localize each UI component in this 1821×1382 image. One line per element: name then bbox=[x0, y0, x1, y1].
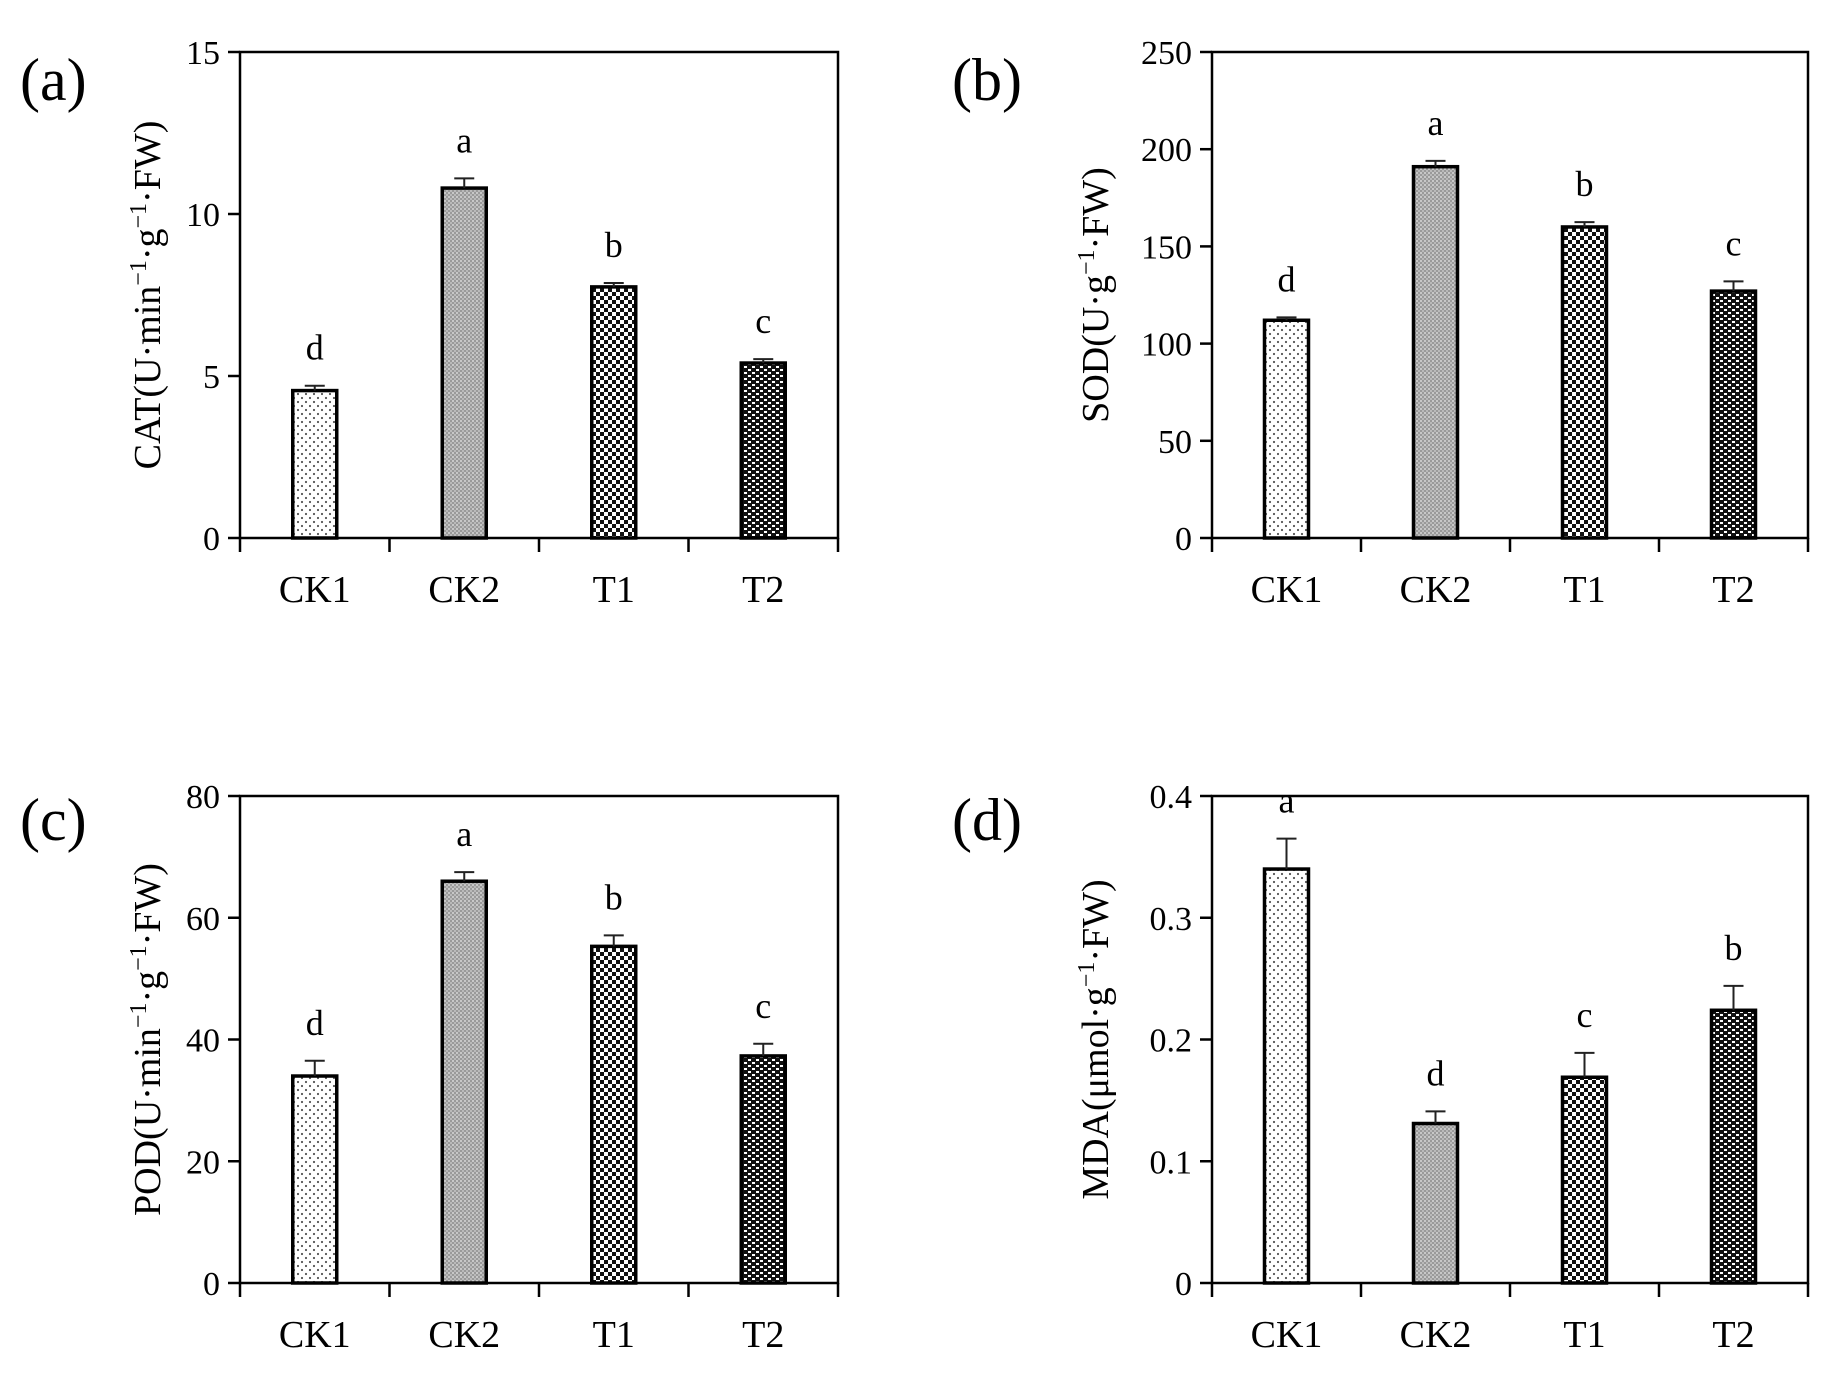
y-axis-title-text: POD(U·min bbox=[127, 1028, 169, 1216]
bar bbox=[1709, 1008, 1758, 1285]
x-category-label: CK2 bbox=[428, 1314, 500, 1356]
y-axis-title-superscript: −1 bbox=[1074, 962, 1100, 988]
bar bbox=[590, 285, 638, 540]
bar bbox=[1262, 318, 1311, 540]
y-axis-title-text: ·FW) bbox=[127, 121, 169, 203]
x-category-label: CK1 bbox=[1251, 1314, 1323, 1356]
panel-a: 051015dCK1aCK2bT1cT2(a)CAT(U·min−1·g−1·F… bbox=[20, 35, 840, 611]
x-category-label: T1 bbox=[593, 1314, 635, 1356]
bar bbox=[739, 1054, 787, 1285]
bar bbox=[291, 1074, 339, 1285]
y-axis-title-superscript: −1 bbox=[126, 203, 152, 229]
y-axis-title: CAT(U·min−1·g−1·FW) bbox=[126, 121, 169, 470]
y-axis-title-text: SOD(U·g bbox=[1075, 275, 1117, 423]
x-category-label: CK1 bbox=[279, 1314, 351, 1356]
x-category-label: T1 bbox=[1563, 1314, 1605, 1356]
y-tick-label: 80 bbox=[186, 779, 220, 816]
x-category-label: T2 bbox=[742, 569, 784, 611]
x-category-label: T1 bbox=[1563, 569, 1605, 611]
significance-label: c bbox=[755, 301, 771, 341]
y-tick-label: 40 bbox=[186, 1023, 220, 1060]
panel-label: (d) bbox=[952, 787, 1022, 853]
y-tick-label: 0.4 bbox=[1150, 779, 1193, 816]
y-axis-title-text: ·FW) bbox=[1075, 879, 1117, 961]
y-tick-label: 60 bbox=[186, 901, 220, 938]
x-category-label: T2 bbox=[1712, 1314, 1754, 1356]
y-axis-title-text: ·FW) bbox=[127, 863, 169, 945]
bar bbox=[590, 944, 638, 1285]
x-category-label: T2 bbox=[1712, 569, 1754, 611]
significance-label: b bbox=[1576, 164, 1594, 204]
significance-label: d bbox=[1427, 1053, 1445, 1093]
y-tick-label: 20 bbox=[186, 1144, 220, 1181]
significance-label: d bbox=[306, 1003, 324, 1043]
y-tick-label: 0 bbox=[203, 521, 220, 558]
bar bbox=[440, 186, 488, 540]
x-category-label: CK2 bbox=[1400, 1314, 1472, 1356]
significance-label: d bbox=[306, 328, 324, 368]
significance-label: b bbox=[1725, 928, 1743, 968]
bar bbox=[739, 361, 787, 540]
panel-d: 0 0.1 0.2 0.3 0.4 a CK1 d CK2 c T1 b T2 (d) MDA(μmol·g… bbox=[952, 779, 1810, 1356]
y-tick-label: 5 bbox=[203, 359, 220, 396]
y-axis-title-text: ·g bbox=[127, 971, 169, 1003]
y-tick-label: 0.1 bbox=[1150, 1144, 1193, 1181]
y-axis-title-text: ·FW) bbox=[1075, 167, 1117, 249]
x-category-label: CK2 bbox=[428, 569, 500, 611]
bar bbox=[291, 388, 339, 540]
panel-label: (b) bbox=[952, 47, 1022, 113]
y-tick-label: 50 bbox=[1158, 424, 1192, 461]
y-tick-label: 0.3 bbox=[1150, 901, 1193, 938]
significance-label: b bbox=[605, 225, 623, 265]
bar bbox=[1709, 289, 1758, 540]
panel-label: (a) bbox=[20, 47, 87, 113]
y-axis-title-superscript: −1 bbox=[1074, 249, 1100, 275]
y-axis-title-superscript: −1 bbox=[126, 260, 152, 286]
y-axis-title-text: ·g bbox=[127, 229, 169, 261]
y-tick-label: 0 bbox=[1175, 521, 1192, 558]
x-category-label: T1 bbox=[593, 569, 635, 611]
bar bbox=[1262, 867, 1311, 1285]
y-axis-title-text: MDA(μmol·g bbox=[1075, 987, 1117, 1199]
y-axis-title: MDA(μmol·g−1·FW) bbox=[1074, 879, 1117, 1199]
y-tick-label: 0 bbox=[203, 1266, 220, 1303]
x-category-label: CK1 bbox=[279, 569, 351, 611]
y-tick-label: 150 bbox=[1141, 229, 1192, 266]
x-category-label: T2 bbox=[742, 1314, 784, 1356]
y-axis-title-superscript: −1 bbox=[126, 1003, 152, 1029]
y-tick-label: 250 bbox=[1141, 35, 1192, 72]
y-tick-label: 100 bbox=[1141, 327, 1192, 364]
panel-label: (c) bbox=[20, 787, 87, 853]
y-axis-title: POD(U·min−1·g−1·FW) bbox=[126, 863, 169, 1216]
bar bbox=[1560, 1075, 1609, 1285]
significance-label: a bbox=[456, 814, 472, 854]
bar bbox=[1560, 225, 1609, 540]
x-category-label: CK2 bbox=[1400, 569, 1472, 611]
y-tick-label: 0.2 bbox=[1150, 1023, 1193, 1060]
x-category-label: CK1 bbox=[1251, 569, 1323, 611]
y-tick-label: 0 bbox=[1175, 1266, 1192, 1303]
panel-b: 0 50 100 150 200 250 d CK1 a CK2 b T1 c T2 (b) SOD(U·g−… bbox=[952, 35, 1810, 611]
y-axis-title-text: CAT(U·min bbox=[127, 286, 169, 470]
significance-label: a bbox=[1279, 781, 1295, 821]
panel-c: 020406080dCK1aCK2bT1cT2(c)POD(U·min−1·g−… bbox=[20, 779, 840, 1356]
significance-label: d bbox=[1278, 259, 1296, 299]
significance-label: a bbox=[456, 120, 472, 160]
y-tick-label: 10 bbox=[186, 197, 220, 234]
y-axis-title: SOD(U·g−1·FW) bbox=[1074, 167, 1117, 423]
significance-label: c bbox=[755, 986, 771, 1026]
significance-label: c bbox=[1726, 223, 1742, 263]
y-tick-label: 200 bbox=[1141, 132, 1192, 169]
bar bbox=[1411, 1121, 1460, 1285]
significance-label: a bbox=[1428, 103, 1444, 143]
y-axis-title-superscript: −1 bbox=[126, 945, 152, 971]
significance-label: b bbox=[605, 877, 623, 917]
bar bbox=[440, 879, 488, 1285]
y-tick-label: 15 bbox=[186, 35, 220, 72]
significance-label: c bbox=[1577, 995, 1593, 1035]
bar bbox=[1411, 164, 1460, 540]
